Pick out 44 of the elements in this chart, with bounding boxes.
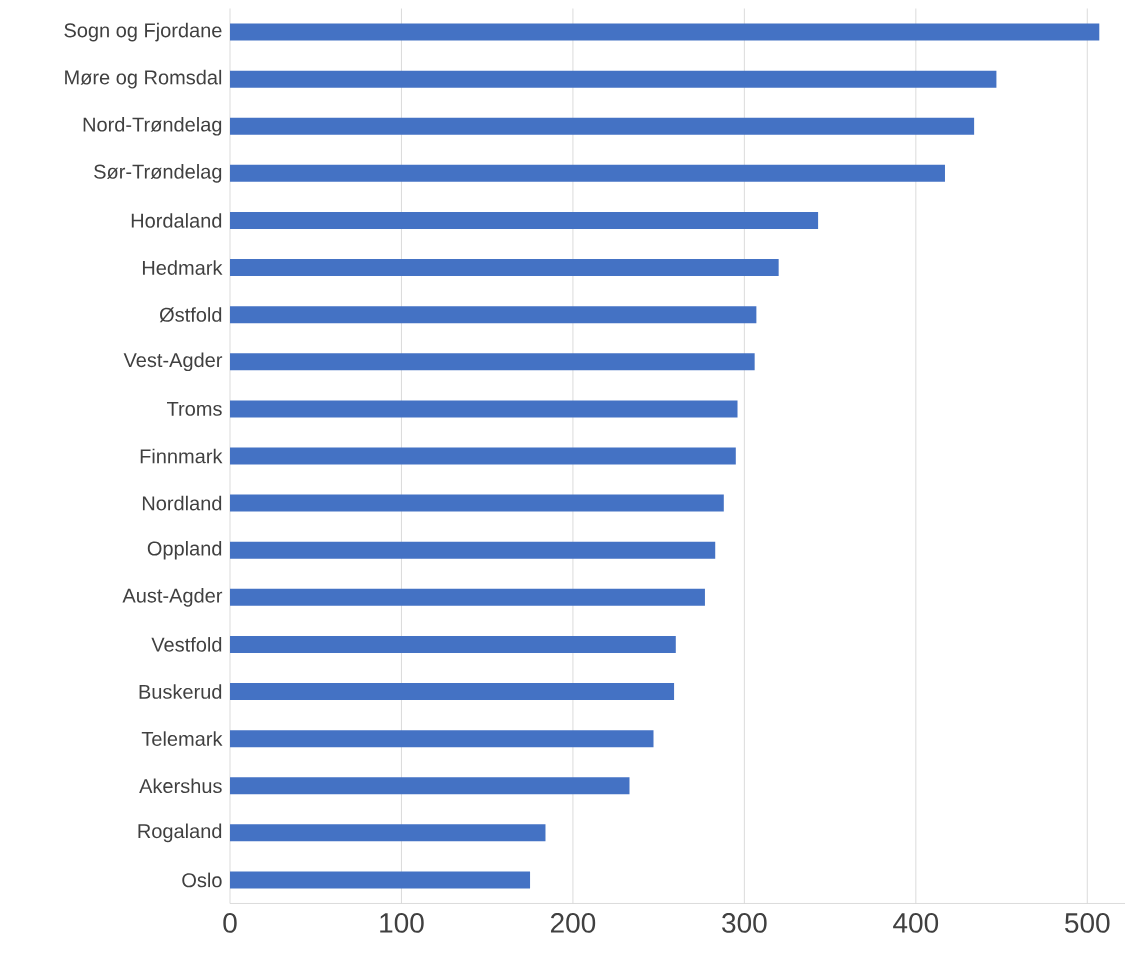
y-tick-label: Rogaland [138, 823, 222, 843]
bar [230, 259, 779, 277]
y-tick-label: Finnmark [140, 448, 223, 464]
bar [230, 683, 675, 701]
x-tick-label: 300 [722, 913, 767, 933]
y-tick-label: Telemark [141, 731, 223, 746]
bar [230, 23, 1100, 41]
y-tick-label: Aust-Agder [122, 587, 223, 607]
bar [230, 353, 755, 371]
bar [230, 824, 546, 842]
bar [230, 117, 975, 135]
bar [230, 871, 531, 889]
bar [230, 447, 736, 465]
x-tick-label: 0 [223, 913, 237, 933]
x-tick-label: 400 [893, 913, 939, 933]
y-tick-label: Sør-Trøndelag [94, 164, 222, 183]
y-tick-label: Hedmark [142, 260, 223, 275]
bar [230, 211, 819, 229]
y-tick-label: Buskerud [139, 684, 222, 699]
bar [230, 541, 716, 559]
x-tick-label: 500 [1065, 913, 1110, 933]
y-tick-label: Vestfold [151, 637, 222, 652]
bar [230, 588, 705, 606]
bar [230, 777, 630, 795]
x-tick-label: 100 [380, 913, 424, 933]
bar [230, 70, 997, 88]
y-tick-label: Oslo [182, 872, 222, 888]
y-tick-label: Nordland [142, 495, 222, 511]
bar [230, 494, 724, 512]
y-tick-label: Nord-Trøndelag [83, 116, 222, 136]
bar [230, 635, 676, 653]
y-tick-label: Østfold [159, 307, 222, 323]
bar [230, 164, 945, 182]
y-tick-label: Sogn og Fjordane [64, 22, 222, 42]
y-tick-label: Møre og Romsdal [65, 69, 222, 89]
bar [230, 400, 738, 418]
y-tick-label: Oppland [147, 540, 222, 560]
x-tick-label: 200 [550, 913, 596, 933]
bar [230, 730, 654, 748]
y-tick-label: Troms [167, 401, 222, 416]
y-tick-label: Hordaland [131, 213, 222, 228]
y-tick-label: Akershus [139, 778, 222, 794]
bar [230, 306, 757, 324]
y-tick-label: Vest-Agder [123, 352, 223, 372]
